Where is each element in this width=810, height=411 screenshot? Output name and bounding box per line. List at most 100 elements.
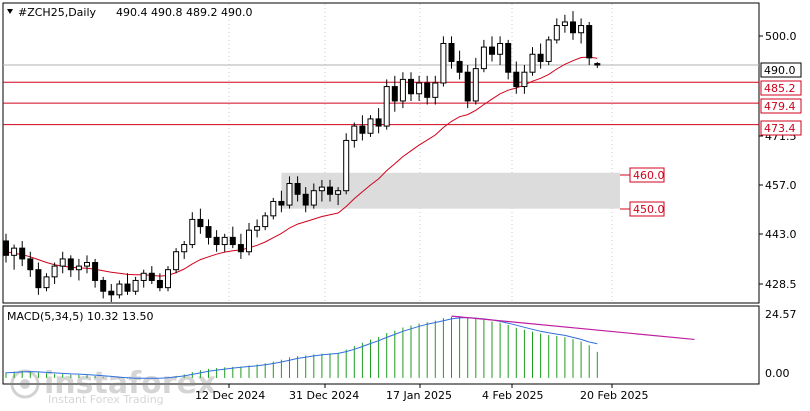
candle-body (213, 236, 220, 246)
candle (537, 43, 544, 69)
candle-body (116, 283, 123, 296)
candle-body (262, 215, 269, 228)
candle-body (92, 262, 99, 281)
candle (553, 18, 560, 44)
candle (440, 36, 447, 87)
candle (367, 115, 374, 137)
candle (124, 273, 131, 295)
candle (408, 72, 414, 101)
candle-body (448, 42, 455, 62)
date-label: 17 Jan 2025 (386, 389, 452, 402)
candle (254, 219, 261, 238)
candle-body (100, 279, 107, 292)
grid-layer (228, 4, 613, 302)
candle (116, 280, 123, 299)
candle (578, 18, 585, 44)
candle (318, 179, 325, 202)
candle-body (375, 118, 382, 127)
candle-body (440, 42, 447, 84)
candle (505, 39, 512, 80)
candle (213, 230, 220, 252)
candle (464, 65, 471, 109)
candle (229, 226, 236, 249)
date-label: 4 Feb 2025 (482, 389, 543, 402)
candle (51, 262, 58, 285)
candle (205, 219, 212, 245)
divergence-line (451, 315, 695, 341)
candle (335, 187, 342, 206)
candle-body (408, 78, 414, 95)
candle-body (464, 71, 471, 102)
candle (375, 108, 382, 134)
candle (148, 266, 155, 285)
date-label: 20 Feb 2025 (580, 389, 648, 402)
candle (448, 36, 455, 69)
candle-body (124, 283, 131, 292)
candle-body (586, 25, 593, 59)
candle (140, 269, 147, 288)
candle (100, 276, 107, 299)
candle (181, 240, 188, 259)
candle (327, 179, 333, 202)
date-axis: 12 Dec 2024 31 Dec 2024 17 Jan 2025 4 Fe… (195, 384, 648, 402)
candle-body (189, 218, 196, 246)
candle (391, 75, 398, 112)
candle (262, 212, 269, 231)
candle-body (529, 53, 536, 73)
candle (594, 62, 601, 68)
candle-body (84, 262, 90, 267)
date-label: 31 Dec 2024 (289, 389, 359, 402)
candle (11, 244, 18, 270)
collapse-triangle-icon[interactable] (7, 9, 13, 14)
candle-body (416, 82, 423, 95)
brand-tagline: Instant Forex Trading (48, 393, 164, 406)
candle-body (432, 82, 439, 98)
candle-body (140, 272, 147, 281)
candle (59, 251, 66, 274)
candle-body (270, 200, 277, 217)
candle (108, 284, 115, 302)
candle (19, 240, 26, 267)
candle-body (156, 279, 163, 289)
candle-body (480, 46, 487, 70)
candle-body (286, 183, 293, 206)
candle (35, 262, 42, 295)
candle (497, 36, 504, 66)
candle (424, 75, 431, 105)
price-tick: 457.0 (765, 179, 797, 192)
candle (456, 50, 463, 80)
candle-body (221, 236, 228, 246)
chart-ohlc: 490.4 490.8 489.2 490.0 (116, 6, 252, 19)
candle-body (424, 82, 431, 98)
zone-label-lower: 450.0 (633, 203, 665, 216)
candle (513, 61, 520, 94)
candle-body (237, 244, 244, 253)
candle-body (343, 139, 350, 192)
candle (246, 223, 252, 256)
candle-body (3, 240, 9, 256)
candle-body (27, 258, 34, 271)
candle (570, 11, 576, 40)
candle-body (472, 68, 479, 102)
candle-body (505, 42, 512, 73)
candle-body (318, 186, 325, 192)
candle-body (278, 200, 285, 206)
candle-body (570, 21, 576, 34)
candle-body (246, 229, 252, 253)
candle (310, 183, 317, 209)
price-tick: 500.0 (765, 30, 797, 43)
brand-wordmark: instaforex (44, 366, 216, 401)
candle (67, 255, 74, 277)
candle-body (59, 258, 66, 267)
current-price-text: 490.0 (764, 64, 796, 77)
candle-body (132, 279, 139, 292)
brand-logo: instaforex Instant Forex Trading (10, 366, 216, 406)
current-price-label: 490.0 (760, 62, 802, 78)
macd-panel (2, 305, 760, 385)
candle (189, 212, 196, 249)
candle (302, 187, 309, 213)
candle (399, 72, 406, 109)
candle-body (165, 269, 171, 289)
candle-body (43, 276, 50, 289)
